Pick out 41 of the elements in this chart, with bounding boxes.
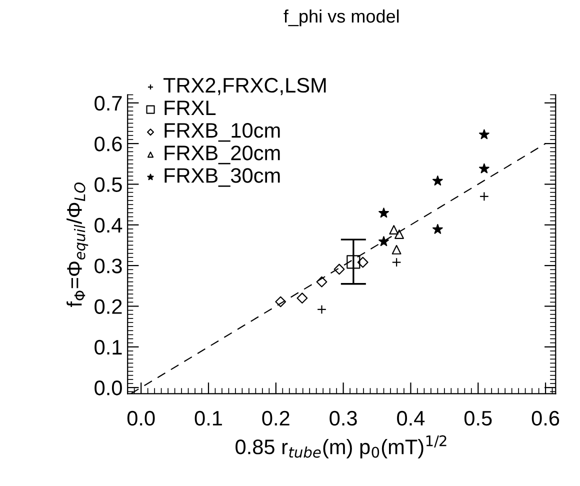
point [378,208,389,218]
y-tick-label: 0.0 [94,380,122,396]
y-tick-label: 0.1 [94,340,122,355]
x-tick-label: 0.3 [330,410,357,426]
point [378,236,389,246]
legend-label: FRXB_20cm [164,146,280,164]
y-tick-label: 0.2 [94,299,122,314]
legend-label: FRXL [164,100,216,116]
point [346,255,360,269]
y-axis-title: f$_{Φ}$=Φ$_{equil}$/Φ$_{LO}$ [66,182,88,307]
x-tick-label: 0.2 [262,410,290,426]
point [479,192,489,202]
point [479,129,490,140]
y-tick-label: 0.4 [94,218,122,233]
y-tick-label: 0.6 [94,136,122,152]
legend-label: TRX2,FRXC,LSM [163,78,326,96]
point [392,258,402,268]
y-tick-label: 0.7 [94,96,122,111]
point [392,244,402,254]
legend-label: FRXB_10cm [164,123,280,142]
y-tick-label: 0.5 [94,177,122,192]
x-tick-label: 0.0 [127,410,155,426]
point [432,176,443,186]
point [334,264,345,275]
legend-label: FRXB_30cm [164,168,280,187]
x-tick-label: 0.1 [194,410,222,426]
point [479,163,490,174]
point [296,292,308,304]
point [357,256,368,268]
point [394,230,404,239]
y-tick-label: 0.3 [94,258,122,274]
chart-title: f_phi vs model [284,9,399,26]
point [389,225,399,234]
point [275,296,286,308]
x-tick-label: 0.6 [532,410,560,426]
x-tick-label: 0.4 [397,410,425,426]
point [317,304,326,314]
x-axis-title: 0.85 r$_{tube}$(m) p$_{0}$(mT)$^{1/2}$ [236,435,446,458]
point [316,276,328,288]
point [432,224,443,234]
x-tick-label: 0.5 [464,410,492,426]
